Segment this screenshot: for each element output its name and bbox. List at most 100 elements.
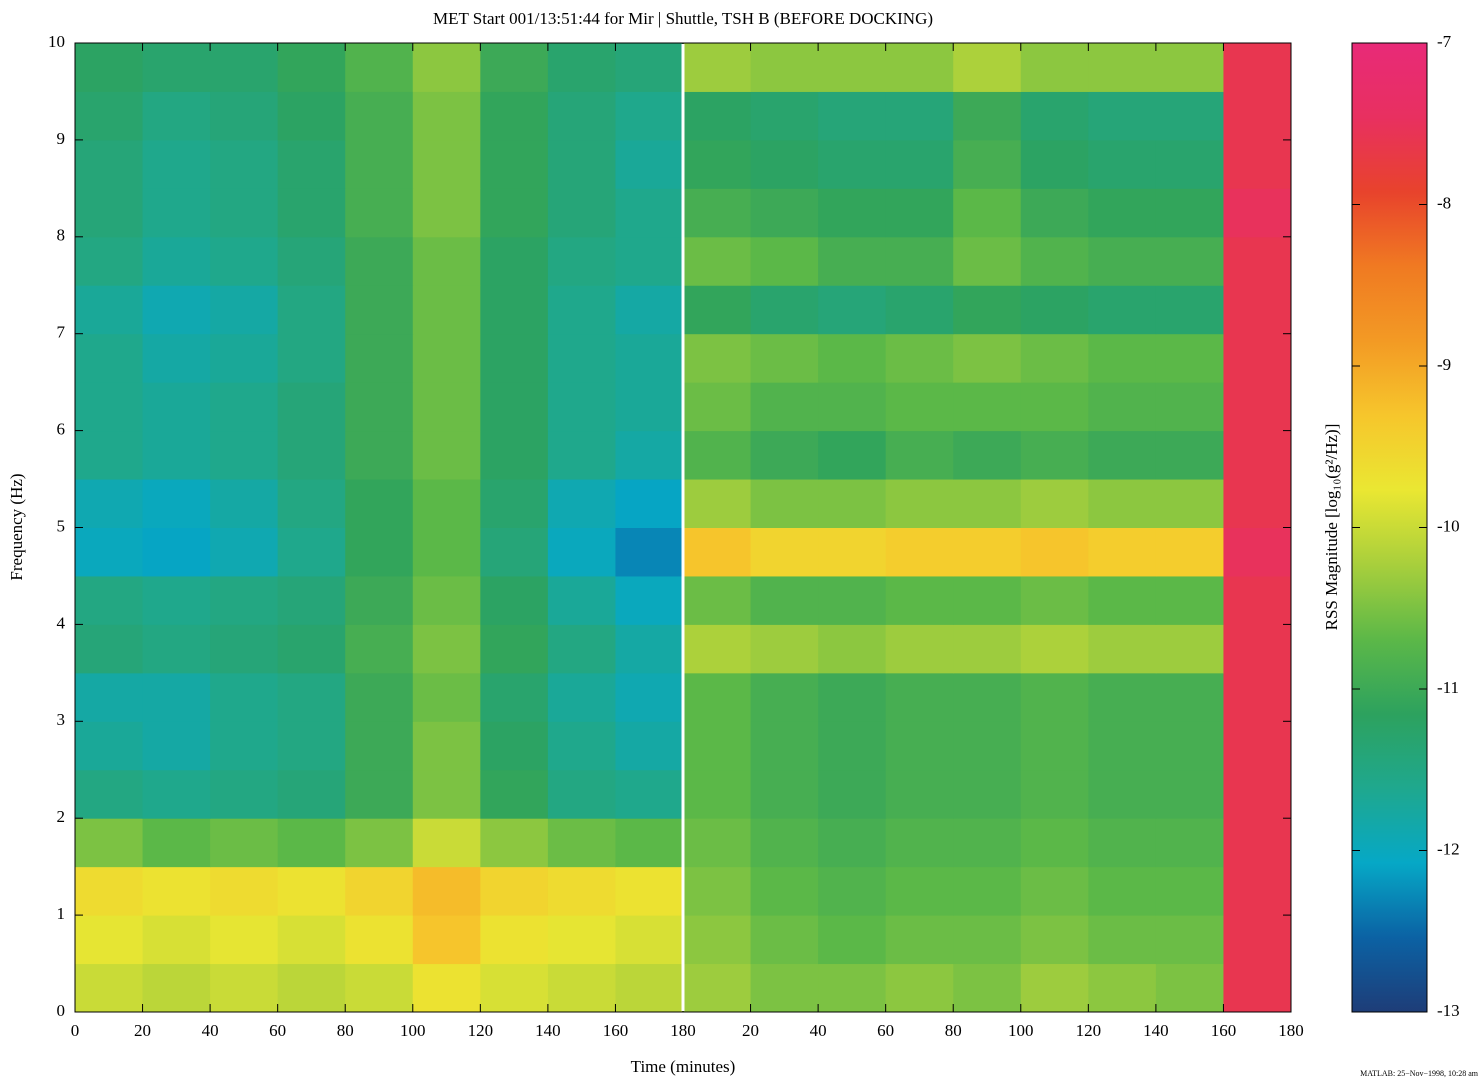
heatmap-cell [277, 430, 346, 480]
heatmap-cell [547, 333, 616, 383]
heatmap-cell [818, 769, 887, 819]
heatmap-cell [885, 43, 954, 92]
heatmap-cell [210, 915, 279, 965]
heatmap-cell [818, 236, 887, 286]
heatmap-cell [345, 430, 414, 480]
heatmap-cell [750, 624, 819, 674]
x-tick-label: 20 [742, 1021, 759, 1040]
colorbar-label: RSS Magnitude [log₁₀(g²/Hz)] [1322, 424, 1341, 631]
heatmap-cell [1088, 236, 1157, 286]
heatmap-cell [547, 139, 616, 189]
heatmap-cell [750, 672, 819, 722]
heatmap-cell [75, 236, 144, 286]
heatmap-cell [953, 915, 1022, 965]
heatmap-cell [345, 721, 414, 771]
heatmap-cell [277, 285, 346, 335]
heatmap-cell [142, 285, 211, 335]
heatmap-cell [750, 430, 819, 480]
heatmap-cell [75, 285, 144, 335]
heatmap-cell [1223, 479, 1292, 528]
heatmap-cell [1088, 43, 1157, 92]
heatmap-cell [412, 236, 481, 286]
heatmap-cell [142, 236, 211, 286]
heatmap-cell [412, 527, 481, 577]
y-tick-label: 7 [57, 323, 66, 342]
heatmap-cell [818, 479, 887, 528]
x-axis-label: Time (minutes) [631, 1057, 736, 1076]
heatmap-cell [75, 721, 144, 771]
heatmap-cell [1088, 430, 1157, 480]
heatmap-cell [1223, 915, 1292, 965]
heatmap-cell [750, 285, 819, 335]
heatmap-cell [1020, 672, 1089, 722]
heatmap-cell [277, 479, 346, 528]
heatmap-cell [1155, 624, 1224, 674]
colorbar-tick-label: -11 [1437, 678, 1459, 697]
heatmap-cell [683, 285, 752, 335]
heatmap-cell [750, 818, 819, 868]
heatmap-cell [750, 333, 819, 383]
heatmap-cell [750, 575, 819, 625]
heatmap-cell [683, 818, 752, 868]
heatmap-cell [615, 527, 684, 577]
heatmap-cell [1155, 43, 1224, 92]
heatmap-cell [277, 721, 346, 771]
heatmap-cell [210, 91, 279, 141]
heatmap-cell [953, 818, 1022, 868]
heatmap-cell [210, 866, 279, 916]
heatmap-cell [345, 188, 414, 238]
heatmap-cell [1223, 672, 1292, 722]
heatmap-cell [1020, 721, 1089, 771]
heatmap-cell [480, 91, 549, 141]
heatmap-cell [1088, 721, 1157, 771]
heatmap-cell [1155, 721, 1224, 771]
heatmap-cell [1088, 672, 1157, 722]
heatmap-cell [1155, 139, 1224, 189]
heatmap-cell [210, 188, 279, 238]
heatmap-cell [142, 382, 211, 432]
colorbar-tick-label: -12 [1437, 839, 1460, 858]
heatmap-cell [683, 721, 752, 771]
footer: MATLAB: 25−Nov−1998, 10:28 am [1360, 1069, 1479, 1078]
heatmap-cell [818, 721, 887, 771]
x-tick-label: 20 [134, 1021, 151, 1040]
heatmap-cell [480, 236, 549, 286]
x-tick-label: 60 [269, 1021, 286, 1040]
heatmap-cell [683, 527, 752, 577]
heatmap-cell [480, 624, 549, 674]
heatmap-cell [480, 479, 549, 528]
heatmap-cell [277, 333, 346, 383]
heatmap-cell [750, 527, 819, 577]
heatmap-cell [953, 866, 1022, 916]
heatmap-cell [885, 188, 954, 238]
heatmap-cell [345, 236, 414, 286]
heatmap-cell [142, 139, 211, 189]
heatmap-cell [818, 430, 887, 480]
heatmap-cell [615, 479, 684, 528]
heatmap-cell [142, 479, 211, 528]
x-tick-label: 160 [603, 1021, 629, 1040]
heatmap-cell [750, 721, 819, 771]
heatmap-cell [683, 672, 752, 722]
heatmap-cell [953, 721, 1022, 771]
heatmap-cell [615, 382, 684, 432]
heatmap-cell [615, 43, 684, 92]
colorbar-tick-label: -9 [1437, 355, 1451, 374]
heatmap-cell [1155, 769, 1224, 819]
heatmap-cell [345, 866, 414, 916]
heatmap-cell [142, 818, 211, 868]
heatmap-cell [412, 430, 481, 480]
heatmap-cell [277, 188, 346, 238]
heatmap-cell [818, 91, 887, 141]
heatmap-cell [412, 624, 481, 674]
heatmap-cell [142, 672, 211, 722]
heatmap-cell [547, 527, 616, 577]
heatmap-cell [210, 769, 279, 819]
heatmap-cell [277, 91, 346, 141]
heatmap-cell [142, 624, 211, 674]
heatmap-cell [142, 769, 211, 819]
heatmap-cell [75, 575, 144, 625]
y-tick-label: 10 [48, 32, 65, 51]
heatmap-cell [210, 721, 279, 771]
heatmap-cell [412, 915, 481, 965]
